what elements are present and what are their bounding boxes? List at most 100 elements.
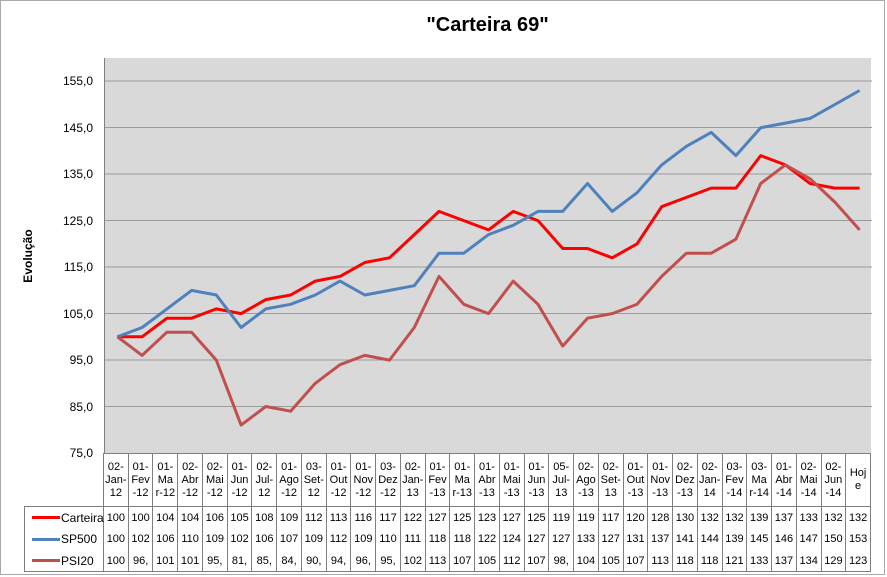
value-cell: 102 bbox=[129, 528, 154, 550]
column-header-cell: 01- Ago -12 bbox=[277, 453, 302, 506]
value-cell: 127 bbox=[499, 506, 525, 528]
value-cell: 132 bbox=[722, 506, 748, 528]
legend-swatch bbox=[32, 559, 60, 562]
legend-swatch bbox=[32, 537, 60, 541]
value-cell: 101 bbox=[178, 550, 203, 572]
value-cell: 128 bbox=[648, 506, 674, 528]
value-cell: 104 bbox=[574, 550, 599, 572]
column-header-cell: 01- Nov -13 bbox=[648, 453, 674, 506]
series-line-psi20 bbox=[116, 163, 861, 427]
column-header-cell: 05- Jul- 13 bbox=[549, 453, 575, 506]
value-cell: 122 bbox=[400, 506, 426, 528]
column-header-cell: 02- Ago -13 bbox=[574, 453, 599, 506]
column-header-cell: 02- Mai -14 bbox=[796, 453, 822, 506]
value-cell: 117 bbox=[598, 506, 624, 528]
column-header-cell: 02- Set- 13 bbox=[598, 453, 624, 506]
value-cell: 127 bbox=[425, 506, 451, 528]
legend-label: Carteira bbox=[61, 510, 104, 525]
value-cell: 96, bbox=[351, 550, 377, 572]
value-cell: 110 bbox=[376, 528, 401, 550]
y-tick-label: 125,0 bbox=[62, 213, 93, 228]
value-cell: 111 bbox=[401, 528, 426, 550]
value-cell: 139 bbox=[747, 506, 773, 528]
value-cell: 141 bbox=[673, 528, 698, 550]
value-cell: 109 bbox=[277, 506, 302, 528]
y-tick-label: 75,0 bbox=[69, 446, 93, 460]
column-header-cell: 02- Jan- 12 bbox=[104, 453, 129, 506]
value-cell: 118 bbox=[450, 528, 476, 550]
value-cell: 107 bbox=[277, 528, 302, 550]
column-header-cell: 01- Ma r-13 bbox=[450, 453, 476, 506]
value-cell: 109 bbox=[302, 528, 327, 550]
value-cell: 134 bbox=[796, 550, 822, 572]
value-cell: 116 bbox=[351, 506, 377, 528]
series-line-sp500 bbox=[116, 89, 861, 339]
value-cell: 145 bbox=[747, 528, 773, 550]
value-cell: 105 bbox=[598, 550, 624, 572]
value-cell: 112 bbox=[327, 528, 352, 550]
value-cell: 98, bbox=[549, 550, 575, 572]
column-header-cell: 02- Jul- 12 bbox=[252, 453, 278, 506]
value-cell: 118 bbox=[426, 528, 451, 550]
value-cell: 105 bbox=[475, 550, 500, 572]
table-corner-cell bbox=[24, 453, 104, 506]
value-cell: 147 bbox=[797, 528, 822, 550]
value-cell: 95, bbox=[376, 550, 401, 572]
value-cell: 84, bbox=[277, 550, 302, 572]
y-tick-label: 135,0 bbox=[62, 167, 93, 182]
y-tick-label: 105,0 bbox=[62, 306, 93, 321]
value-cell: 107 bbox=[524, 550, 550, 572]
value-cell: 106 bbox=[252, 528, 278, 550]
value-cell: 146 bbox=[772, 528, 797, 550]
value-cell: 118 bbox=[697, 550, 723, 572]
value-cell: 95, bbox=[202, 550, 228, 572]
column-header-cell: 02- Dez -13 bbox=[673, 453, 698, 506]
column-header-cell: 01- Fev -12 bbox=[128, 453, 154, 506]
value-cell: 137 bbox=[648, 528, 674, 550]
column-header-cell: 01- Ma r-12 bbox=[153, 453, 179, 506]
value-cell: 85, bbox=[252, 550, 278, 572]
value-cell: 106 bbox=[153, 528, 179, 550]
y-tick-label: 85,0 bbox=[69, 399, 93, 414]
legend-item-carteira: Carteira bbox=[24, 506, 104, 528]
value-cell: 102 bbox=[228, 528, 253, 550]
value-cell: 130 bbox=[673, 506, 698, 528]
value-cell: 119 bbox=[574, 506, 599, 528]
column-header-cell: 02- Jan- 13 bbox=[400, 453, 426, 506]
value-cell: 104 bbox=[178, 506, 203, 528]
series-line-carteira bbox=[117, 154, 860, 339]
column-header-cell: 02- Abr -12 bbox=[178, 453, 203, 506]
value-cell: 133 bbox=[747, 550, 773, 572]
column-header-cell: 02- Jun -14 bbox=[821, 453, 847, 506]
legend-item-psi20: PSI20 bbox=[24, 550, 104, 572]
column-header-cell: 03- Fev -14 bbox=[722, 453, 748, 506]
value-cell: 129 bbox=[821, 550, 847, 572]
column-header-cell: 01- Out -13 bbox=[623, 453, 649, 506]
y-tick-label: 145,0 bbox=[62, 120, 93, 135]
plot-area bbox=[104, 58, 872, 453]
value-cell: 112 bbox=[499, 550, 525, 572]
value-cell: 112 bbox=[301, 506, 327, 528]
value-cell: 123 bbox=[475, 506, 500, 528]
value-cell: 139 bbox=[723, 528, 748, 550]
value-cell: 90, bbox=[301, 550, 327, 572]
column-header-cell: 01- Out -12 bbox=[326, 453, 352, 506]
value-cell: 127 bbox=[599, 528, 624, 550]
value-cell: 117 bbox=[376, 506, 401, 528]
value-cell: 102 bbox=[400, 550, 426, 572]
value-cell: 101 bbox=[153, 550, 179, 572]
value-cell: 107 bbox=[623, 550, 649, 572]
column-header-cell: 02- Mai -12 bbox=[202, 453, 228, 506]
value-cell: 113 bbox=[648, 550, 674, 572]
column-header-cell: Hoj e bbox=[846, 453, 871, 506]
column-header-cell: 02- Jan- 14 bbox=[697, 453, 723, 506]
value-cell: 127 bbox=[525, 528, 550, 550]
column-header-cell: 01- Abr -13 bbox=[475, 453, 500, 506]
value-cell: 133 bbox=[574, 528, 599, 550]
value-cell: 124 bbox=[500, 528, 525, 550]
data-table: 02- Jan- 12 01- Fev -12 01- Ma r-12 02- Abr… bbox=[24, 453, 871, 572]
value-cell: 150 bbox=[822, 528, 847, 550]
column-header-cell: 03- Ma r-14 bbox=[747, 453, 773, 506]
value-cell: 137 bbox=[772, 506, 797, 528]
